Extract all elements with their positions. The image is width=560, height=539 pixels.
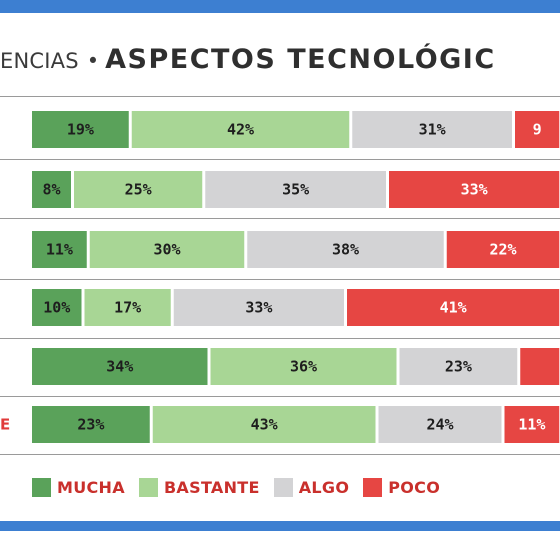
bar-segment-poco bbox=[504, 406, 560, 443]
data-label: 8% bbox=[42, 181, 60, 199]
legend-label-poco: POCO bbox=[388, 478, 441, 497]
legend-item-algo: ALGO bbox=[273, 478, 350, 497]
title-bullet: • bbox=[86, 49, 100, 73]
data-label: 22% bbox=[489, 241, 516, 259]
legend-label-algo: ALGO bbox=[298, 478, 350, 497]
legend-label-bastante: BASTANTE bbox=[163, 478, 260, 497]
bar-segment-mucha bbox=[32, 231, 87, 268]
legend-swatch-poco bbox=[363, 478, 383, 497]
bar-segment-bastante bbox=[74, 171, 203, 208]
bar-segment-bastante bbox=[131, 111, 350, 148]
divider-line bbox=[0, 338, 560, 339]
data-label: 33% bbox=[461, 181, 488, 199]
bar-segment-poco bbox=[446, 231, 560, 268]
bar-segment-bastante bbox=[210, 348, 397, 385]
data-label: 9 bbox=[533, 121, 542, 139]
bar-segment-mucha bbox=[32, 171, 71, 208]
divider-line bbox=[0, 96, 560, 97]
legend-item-mucha: MUCHA bbox=[32, 478, 125, 497]
data-label: 34% bbox=[106, 358, 133, 376]
data-label: 11% bbox=[46, 241, 73, 259]
bar-segment-bastante bbox=[84, 289, 171, 326]
data-label: 42% bbox=[227, 121, 254, 139]
bar-segment-algo bbox=[352, 111, 512, 148]
data-label: 36% bbox=[290, 358, 317, 376]
legend-swatch-bastante bbox=[138, 478, 158, 497]
legend-item-poco: POCO bbox=[363, 478, 440, 497]
top-frame-border bbox=[0, 0, 560, 13]
bar-segment-poco bbox=[347, 289, 560, 326]
bar-segment-algo bbox=[399, 348, 518, 385]
bar-segment-poco bbox=[515, 111, 560, 148]
legend-swatch-mucha bbox=[32, 478, 51, 497]
data-label: 10% bbox=[43, 299, 70, 317]
title-main: ASPECTOS TECNOLÓGIC bbox=[105, 44, 496, 75]
bar-segment-algo bbox=[247, 231, 444, 268]
legend-label-mucha: MUCHA bbox=[57, 478, 125, 497]
legend-swatch-algo bbox=[273, 478, 293, 497]
row-label: E bbox=[0, 416, 10, 434]
data-label: 33% bbox=[245, 299, 272, 317]
divider-line bbox=[0, 396, 560, 397]
data-label: 35% bbox=[282, 181, 309, 199]
bar-segment-poco bbox=[520, 348, 560, 385]
divider-line bbox=[0, 279, 560, 280]
data-label: 11% bbox=[518, 416, 545, 434]
bar-segment-algo bbox=[173, 289, 344, 326]
bar-segment-mucha bbox=[32, 111, 129, 148]
legend: MUCHA BASTANTE ALGO POCO bbox=[32, 478, 454, 497]
data-label: 31% bbox=[419, 121, 446, 139]
bar-segment-mucha bbox=[32, 289, 82, 326]
bar-segment-bastante bbox=[152, 406, 376, 443]
bar-segment-algo bbox=[205, 171, 386, 208]
title-prefix: ENCIAS bbox=[0, 49, 79, 73]
data-label: 30% bbox=[153, 241, 180, 259]
data-label: 38% bbox=[332, 241, 359, 259]
data-label: 23% bbox=[77, 416, 104, 434]
data-label: 25% bbox=[125, 181, 152, 199]
bar-segment-mucha bbox=[32, 348, 208, 385]
data-label: 19% bbox=[67, 121, 94, 139]
data-label: 17% bbox=[114, 299, 141, 317]
bottom-frame-border bbox=[0, 521, 560, 531]
data-label: 23% bbox=[445, 358, 472, 376]
divider-line bbox=[0, 454, 560, 455]
bar-segment-poco bbox=[389, 171, 560, 208]
data-label: 41% bbox=[440, 299, 467, 317]
data-label: 24% bbox=[426, 416, 453, 434]
legend-item-bastante: BASTANTE bbox=[138, 478, 260, 497]
bar-segment-mucha bbox=[32, 406, 150, 443]
divider-line bbox=[0, 159, 560, 160]
chart-title: ENCIAS • ASPECTOS TECNOLÓGIC bbox=[0, 44, 496, 80]
divider-line bbox=[0, 218, 560, 219]
bar-segment-bastante bbox=[89, 231, 245, 268]
data-label: 43% bbox=[251, 416, 278, 434]
bar-segment-algo bbox=[378, 406, 502, 443]
